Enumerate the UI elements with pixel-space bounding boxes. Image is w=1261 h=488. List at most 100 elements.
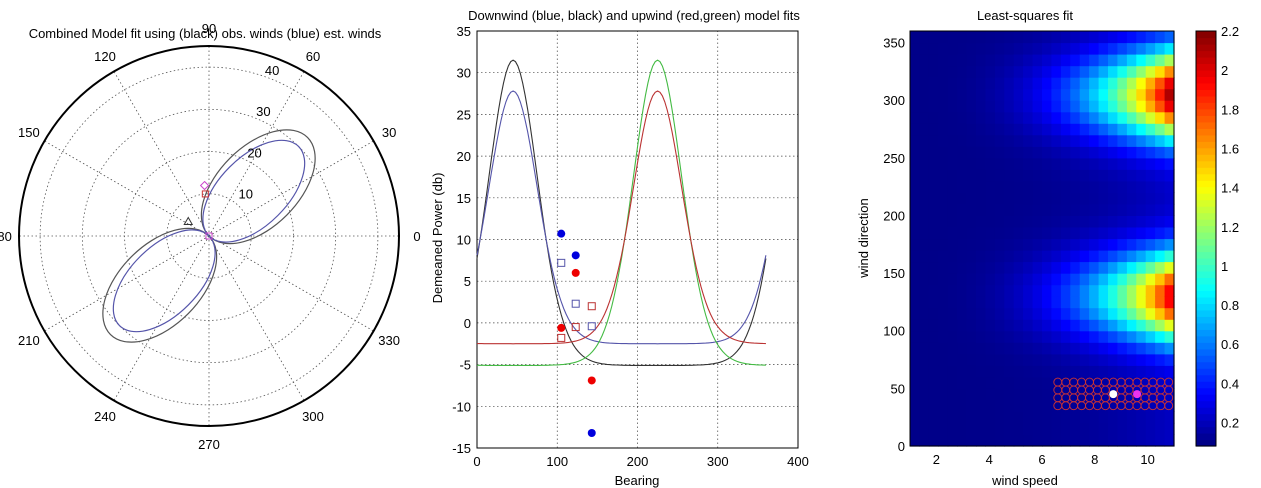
heatmap-cell <box>1051 353 1062 366</box>
heatmap-cell <box>994 65 1005 78</box>
heatmap-cell <box>1060 42 1071 55</box>
heatmap-cell <box>938 238 949 251</box>
heatmap-cell <box>966 203 977 216</box>
heatmap-cell <box>957 434 968 447</box>
heatmap-axes-box <box>909 30 1175 447</box>
heatmap-cell <box>947 146 958 159</box>
heatmap-cell <box>1032 261 1043 274</box>
heatmap-cell <box>957 31 968 44</box>
heatmap-cell <box>1108 319 1118 332</box>
heatmap-cell <box>1126 54 1137 67</box>
heatmap-cell <box>1126 146 1137 159</box>
heatmap-cell <box>1042 31 1052 44</box>
heatmap-cell <box>957 157 968 170</box>
heatmap-cell <box>1108 123 1118 136</box>
heatmap-cell <box>985 261 996 274</box>
heatmap-cell <box>910 88 920 101</box>
heatmap-cell <box>966 169 977 182</box>
heatmap-cell <box>910 307 920 320</box>
heatmap-cell <box>966 261 977 274</box>
polar-title: Combined Model fit using (black) obs. wi… <box>29 26 382 41</box>
heatmap-cell <box>1042 238 1052 251</box>
heatmap-cell <box>1136 330 1147 343</box>
heatmap-cell <box>919 319 930 332</box>
heatmap-cell <box>947 123 958 136</box>
heatmap-cell <box>1004 250 1015 263</box>
heatmap-cell <box>1042 77 1052 90</box>
colorbar-segment <box>1196 361 1216 369</box>
heatmap-cell <box>1145 330 1156 343</box>
heatmap-cell <box>1051 134 1062 147</box>
heatmap-cell <box>1155 284 1166 297</box>
heatmap-cell <box>919 342 930 355</box>
heatmap-cell <box>919 88 930 101</box>
heatmap-cell <box>1089 284 1100 297</box>
heatmap-cell <box>1155 238 1166 251</box>
heatmap-cell <box>1079 100 1090 113</box>
line-xtick: 300 <box>707 454 729 469</box>
heatmap-cell <box>1098 169 1109 182</box>
heatmap-cell <box>1089 307 1100 320</box>
heatmap-cell <box>1126 157 1137 170</box>
heatmap-cell <box>1079 273 1090 286</box>
heatmap-cell <box>985 330 996 343</box>
heatmap-cell <box>957 261 968 274</box>
heatmap-cell <box>957 353 968 366</box>
heatmap-cell <box>1117 77 1128 90</box>
heatmap-cell <box>957 319 968 332</box>
heatmap-cell <box>1004 111 1015 124</box>
heatmap-cell <box>1070 100 1081 113</box>
polar-marker-square <box>201 190 209 198</box>
heatmap-cell <box>957 273 968 286</box>
line-ytick: 10 <box>457 233 471 248</box>
heatmap-cell <box>1032 284 1043 297</box>
heatmap-cell <box>1136 180 1147 193</box>
colorbar-segment <box>1196 290 1216 298</box>
heatmap-cell <box>957 123 968 136</box>
heatmap-cell <box>1004 54 1015 67</box>
heatmap-cell <box>1117 296 1128 309</box>
heatmap-cell <box>947 215 958 228</box>
heatmap-cell <box>1117 88 1128 101</box>
heatmap-cell <box>994 273 1005 286</box>
heatmap-cell <box>976 422 986 435</box>
heatmap-cell <box>1155 250 1166 263</box>
colorbar-segment <box>1196 108 1216 116</box>
heatmap-cell <box>994 180 1005 193</box>
heatmap-cell <box>910 261 920 274</box>
heatmap-cell <box>1164 54 1175 67</box>
colorbar-tick: 1.4 <box>1221 181 1239 196</box>
heatmap-cell <box>919 31 930 44</box>
heatmap-cell <box>1013 215 1024 228</box>
heatmap-cell <box>1079 353 1090 366</box>
heatmap-cell <box>985 192 996 205</box>
heatmap-cell <box>1155 296 1166 309</box>
heatmap-cell <box>919 434 930 447</box>
heatmap-cell <box>1060 411 1071 424</box>
heatmap-cell <box>1051 215 1062 228</box>
heatmap-cell <box>976 215 986 228</box>
heatmap-cell <box>1060 180 1071 193</box>
heatmap-cell <box>1089 388 1100 401</box>
colorbar-segment <box>1196 121 1216 129</box>
line-xtick: 0 <box>473 454 480 469</box>
heatmap-cell <box>910 42 920 55</box>
heatmap-cell <box>1023 215 1034 228</box>
heatmap-cell <box>1079 296 1090 309</box>
colorbar-segment <box>1196 420 1216 428</box>
heatmap-cell <box>947 307 958 320</box>
heatmap-cell <box>1004 422 1015 435</box>
heatmap-cell <box>910 169 920 182</box>
heatmap-cell <box>919 180 930 193</box>
heatmap-xtick: 8 <box>1091 452 1098 467</box>
heatmap-cell <box>1042 411 1052 424</box>
polar-angle-tick: 270 <box>198 437 220 452</box>
heatmap-cell <box>957 54 968 67</box>
heatmap-cell <box>1042 250 1052 263</box>
heatmap-cell <box>1060 296 1071 309</box>
heatmap-cell <box>1032 307 1043 320</box>
heatmap-cell <box>919 157 930 170</box>
heatmap-cell <box>1051 342 1062 355</box>
heatmap-cell <box>938 111 949 124</box>
heatmap-cell <box>947 388 958 401</box>
